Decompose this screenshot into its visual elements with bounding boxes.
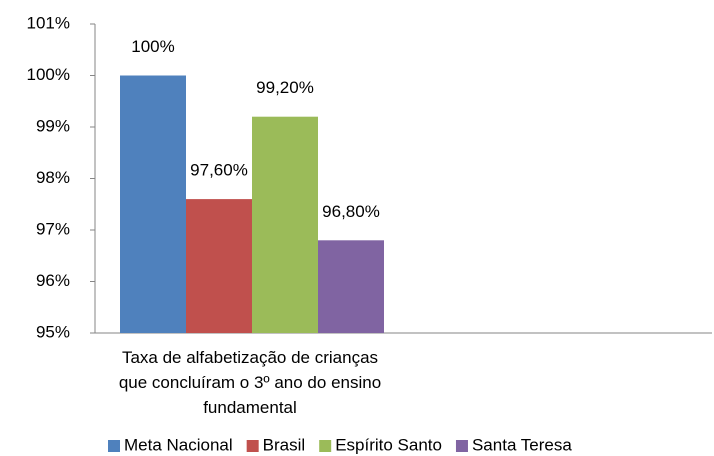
bar	[252, 116, 318, 333]
data-label: 96,80%	[322, 202, 380, 221]
data-label: 97,60%	[190, 161, 248, 180]
legend-label: Meta Nacional	[124, 435, 233, 454]
legend-swatch	[319, 440, 332, 452]
y-tick-label: 95%	[36, 322, 70, 341]
data-label: 100%	[131, 37, 174, 56]
y-tick-label: 99%	[36, 116, 70, 135]
legend-swatch	[455, 440, 468, 452]
data-label: 99,20%	[256, 78, 314, 97]
bar	[186, 199, 252, 333]
bar	[318, 240, 384, 333]
legend-label: Santa Teresa	[472, 435, 572, 454]
y-tick-label: 101%	[27, 13, 70, 32]
y-tick-label: 96%	[36, 271, 70, 290]
y-tick-label: 98%	[36, 168, 70, 187]
y-tick-label: 100%	[27, 65, 70, 84]
y-tick-label: 97%	[36, 219, 70, 238]
legend-swatch	[246, 440, 259, 452]
bar	[120, 75, 186, 333]
legend-label: Espírito Santo	[335, 435, 442, 454]
legend-swatch	[108, 440, 120, 452]
x-tick-label: Taxa de alfabetização de crianças que co…	[118, 348, 382, 417]
legend-label: Brasil	[263, 435, 306, 454]
